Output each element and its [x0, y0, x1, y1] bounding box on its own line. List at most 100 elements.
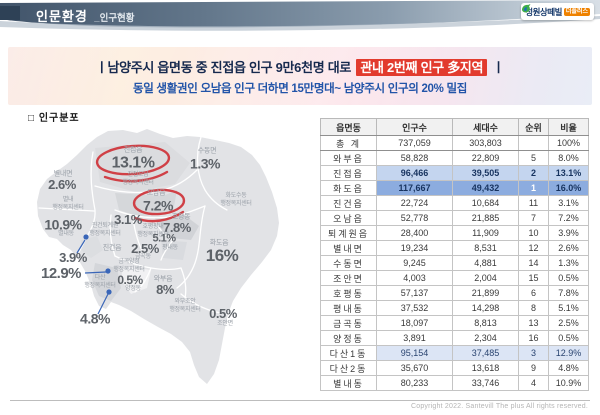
- page-title-sub: _인구현황: [94, 13, 135, 24]
- table-cell: 평내동: [320, 300, 377, 316]
- table-cell: 16: [518, 330, 549, 346]
- table-cell: 37,485: [452, 345, 519, 361]
- map-region-label: 와부읍: [153, 275, 173, 283]
- table-cell: 10,684: [452, 195, 519, 211]
- headline-suffix: ㅣ: [489, 59, 505, 75]
- table-cell: 19,234: [376, 240, 453, 256]
- map-percentage-label: 1.3%: [190, 155, 220, 172]
- table-cell: 10.9%: [548, 375, 589, 391]
- table-cell: 화도읍: [320, 180, 377, 196]
- table-cell: 0.5%: [548, 270, 589, 286]
- map-labels: 진접읍 13.1% 진접오남 행정복지센터 수동면 1.3% 별내면 2.6% 오남읍 7.2%…: [15, 118, 310, 395]
- table-cell: 별내동: [320, 375, 377, 391]
- map-percentage-label: 7.8%: [163, 220, 191, 236]
- table-cell: 2,304: [452, 330, 519, 346]
- map-region-label: 진접읍: [123, 146, 143, 154]
- page-title: 인문환경 _인구현황: [36, 6, 135, 26]
- column-header: 세대수: [452, 118, 519, 136]
- table-cell: 조안면: [320, 270, 377, 286]
- map-percentage-label: 2.5%: [131, 241, 159, 257]
- table-cell: 21,899: [452, 285, 519, 301]
- table-row: 평내동 37,532 14,298 8 5.1%: [320, 300, 589, 316]
- map-percentage-label: 16%: [205, 245, 239, 265]
- table-cell: 금곡동: [320, 315, 377, 331]
- table-cell: 진접읍: [320, 165, 377, 181]
- table-cell: 3: [518, 345, 549, 361]
- table-cell: 12: [518, 240, 549, 256]
- table-cell: 14: [518, 255, 549, 271]
- table-cell: 10: [518, 225, 549, 241]
- table-cell: 11,909: [452, 225, 519, 241]
- brand-logo: 성원상떼빌 더플러스: [521, 3, 594, 20]
- map-percentage-label: 0.5%: [209, 306, 237, 322]
- table-cell: 49,432: [452, 180, 519, 196]
- table-cell: 3.9%: [548, 225, 589, 241]
- emphasis-annotations: [95, 144, 186, 223]
- table-cell: 2,004: [452, 270, 519, 286]
- highlight-swoosh-onam: [133, 210, 185, 223]
- map-region-label: 호평평내 행정복지센터: [137, 224, 169, 238]
- table-cell: 58,828: [376, 150, 453, 166]
- table-cell: 호평동: [320, 285, 377, 301]
- map-region-label: 별내면: [53, 170, 73, 178]
- map-region-label: 오남읍: [146, 189, 166, 197]
- map-region-label: 별내 행정복지센터: [52, 197, 84, 211]
- table-cell: 39,505: [452, 165, 519, 181]
- table-cell: 4,881: [452, 255, 519, 271]
- table-cell: 0.5%: [548, 330, 589, 346]
- table-row: 오남읍 52,778 21,885 7 7.2%: [320, 210, 589, 226]
- table-cell: 22,724: [376, 195, 453, 211]
- table-cell: 별내면: [320, 240, 377, 256]
- table-row: 퇴계원읍 28,400 11,909 10 3.9%: [320, 225, 589, 241]
- table-cell: 14,298: [452, 300, 519, 316]
- table-row: 화도읍 117,667 49,432 1 16.0%: [320, 180, 589, 196]
- map-region-label: 조안면: [217, 321, 233, 328]
- table-row: 양정동 3,891 2,304 16 0.5%: [320, 330, 589, 346]
- table-cell: 와부읍: [320, 150, 377, 166]
- map-percentage-label: 5.1%: [152, 232, 176, 245]
- table-row: 별내동 80,233 33,746 4 10.9%: [320, 375, 589, 391]
- table-cell: [518, 135, 549, 151]
- table-cell: 18,097: [376, 315, 453, 331]
- table-cell: 3,891: [376, 330, 453, 346]
- table-row: 호평동 57,137 21,899 6 7.8%: [320, 285, 589, 301]
- map-region-label: 금곡동: [135, 254, 151, 261]
- highlight-ellipse-onam: [132, 188, 186, 216]
- table-cell: 다산2동: [320, 360, 377, 376]
- table-cell: 21,885: [452, 210, 519, 226]
- map-dot: [105, 268, 111, 274]
- map-region-label: 진건읍: [102, 244, 122, 252]
- table-cell: 95,154: [376, 345, 453, 361]
- table-cell: 7: [518, 210, 549, 226]
- section-label-population-distribution: □ 인구분포: [28, 113, 80, 124]
- population-table-body: 총 계 737,059 303,803 100% 와부읍 58,828 22,809 5 8.0…: [320, 135, 589, 391]
- table-row: 총 계 737,059 303,803 100%: [320, 135, 589, 151]
- column-header: 순위: [518, 118, 549, 136]
- table-cell: 15: [518, 270, 549, 286]
- map-percentage-label: 3.1%: [114, 212, 142, 228]
- table-cell: 3.1%: [548, 195, 589, 211]
- map-percentage-label: 13.1%: [111, 154, 155, 172]
- map-region-label: 수동면: [197, 147, 217, 155]
- table-cell: 11: [518, 195, 549, 211]
- column-header: 비율: [548, 118, 589, 136]
- table-cell: 오남읍: [320, 210, 377, 226]
- table-cell: 22,809: [452, 150, 519, 166]
- column-header: 인구수: [376, 118, 453, 136]
- column-header: 읍면동: [320, 118, 377, 136]
- table-cell: 303,803: [452, 135, 519, 151]
- table-cell: 1.3%: [548, 255, 589, 271]
- table-cell: 5.1%: [548, 300, 589, 316]
- table-cell: 1: [518, 180, 549, 196]
- headline-line1: ㅣ남양주시 읍면동 중 진접읍 인구 9만6천명 대로 관내 2번째 인구 多지…: [96, 57, 505, 76]
- table-cell: 57,137: [376, 285, 453, 301]
- brand-logo-icon: [522, 4, 531, 13]
- table-cell: 117,667: [376, 180, 453, 196]
- table-row: 진접읍 96,466 39,505 2 13.1%: [320, 165, 589, 181]
- header: 인문환경 _인구현황 성원상떼빌 더플러스: [0, 0, 600, 36]
- table-cell: 13,618: [452, 360, 519, 376]
- table-cell: 737,059: [376, 135, 453, 151]
- table-cell: 5: [518, 150, 549, 166]
- table-cell: 16.0%: [548, 180, 589, 196]
- headline-banner: ㅣ남양주시 읍면동 중 진접읍 인구 9만6천명 대로 관내 2번째 인구 多지…: [8, 47, 592, 105]
